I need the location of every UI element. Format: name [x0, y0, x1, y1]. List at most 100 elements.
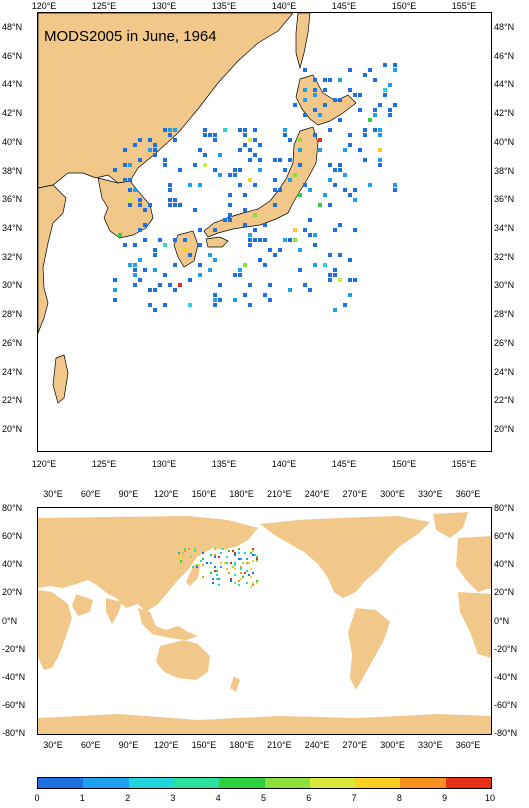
observation-cell: [230, 578, 232, 580]
observation-cell: [163, 243, 167, 247]
observation-cell: [373, 78, 377, 82]
observation-cell: [212, 578, 214, 580]
observation-cell: [240, 566, 242, 568]
y-tick-label: 30°N: [494, 280, 515, 291]
land-africa: [38, 590, 72, 670]
observation-cell: [218, 578, 220, 580]
land-africa-right: [458, 592, 491, 658]
observation-cell: [283, 168, 287, 172]
observation-cell: [238, 183, 242, 187]
observation-cell: [393, 68, 397, 72]
observation-cell: [113, 168, 117, 172]
observation-cell: [153, 308, 157, 312]
observation-cell: [128, 188, 132, 192]
observation-cell: [298, 138, 302, 142]
observation-cell: [388, 113, 392, 117]
colorbar-swatch: [445, 778, 492, 788]
colorbar-swatch: [38, 778, 84, 788]
observation-cell: [223, 218, 227, 222]
observation-cell: [273, 158, 277, 162]
land-eurasia: [38, 516, 258, 612]
observation-cell: [246, 582, 248, 584]
observation-cell: [246, 570, 248, 572]
regional-map-canvas: [38, 13, 397, 404]
x-tick-label: 60°E: [80, 740, 101, 750]
observation-cell: [216, 578, 218, 580]
observation-cell: [213, 138, 217, 142]
colorbar-swatch: [128, 778, 175, 788]
observation-cell: [228, 173, 232, 177]
y-tick-label: 28°N: [494, 309, 515, 320]
observation-cell: [378, 148, 382, 152]
observation-cell: [198, 554, 200, 556]
land-europe-right: [456, 536, 491, 592]
observation-cell: [303, 183, 307, 187]
observation-cell: [153, 153, 157, 157]
observation-cell: [203, 133, 207, 137]
observation-cell: [252, 548, 254, 550]
y-tick-label: 26°N: [2, 337, 23, 348]
observation-cell: [248, 178, 252, 182]
observation-cell: [173, 288, 177, 292]
observation-cell: [248, 158, 252, 162]
observation-cell: [238, 168, 242, 172]
x-tick-label: 120°E: [153, 740, 179, 750]
observation-cell: [194, 548, 196, 550]
observation-cell: [253, 128, 257, 132]
observation-cell: [303, 68, 307, 72]
x-tick-label: 125°E: [91, 459, 117, 469]
observation-cell: [168, 188, 172, 192]
observation-cell: [196, 566, 198, 568]
observation-cell: [288, 178, 292, 182]
observation-cell: [358, 108, 362, 112]
observation-cell: [308, 218, 312, 222]
y-tick-label: 0°N: [2, 615, 18, 626]
y-tick-label: -20°N: [494, 643, 518, 654]
land-sakhalin: [295, 13, 311, 70]
observation-cell: [293, 228, 297, 232]
observation-cell: [213, 258, 217, 262]
observation-cell: [138, 203, 142, 207]
y-tick-label: 30°N: [2, 280, 23, 291]
colorbar-label: 9: [442, 793, 448, 803]
observation-cell: [163, 158, 167, 162]
observation-cell: [298, 268, 302, 272]
observation-cell: [193, 163, 197, 167]
observation-cell: [248, 238, 252, 242]
observation-cell: [210, 554, 212, 556]
observation-cell: [214, 570, 216, 572]
observation-cell: [263, 223, 267, 227]
observation-cell: [383, 63, 387, 67]
observation-cell: [234, 582, 236, 584]
observation-cell: [168, 128, 172, 132]
observation-cell: [244, 552, 246, 554]
observation-cell: [243, 128, 247, 132]
observation-cell: [303, 228, 307, 232]
observation-cell: [183, 238, 187, 242]
observation-cell: [153, 268, 157, 272]
observation-cell: [363, 133, 367, 137]
observation-cell: [318, 113, 322, 117]
observation-cell: [348, 133, 352, 137]
x-tick-label: 140°E: [271, 1, 297, 11]
observation-cell: [163, 128, 167, 132]
observation-cell: [234, 564, 236, 566]
observation-cell: [238, 580, 240, 582]
observation-cell: [214, 554, 216, 556]
observation-cell: [313, 78, 317, 82]
x-tick-label: 155°E: [451, 1, 477, 11]
observation-cell: [220, 562, 222, 564]
observation-cell: [228, 203, 232, 207]
colorbar-label: 10: [484, 793, 496, 803]
land-se-asia: [138, 608, 198, 640]
observation-cell: [328, 278, 332, 282]
observation-cell: [323, 78, 327, 82]
land-india: [106, 598, 122, 624]
y-tick-label: 32°N: [2, 251, 23, 262]
observation-cell: [338, 163, 342, 167]
observation-cell: [198, 564, 200, 566]
observation-cell: [200, 560, 202, 562]
observation-cell: [258, 168, 262, 172]
observation-cell: [226, 562, 228, 564]
observation-cell: [253, 213, 257, 217]
